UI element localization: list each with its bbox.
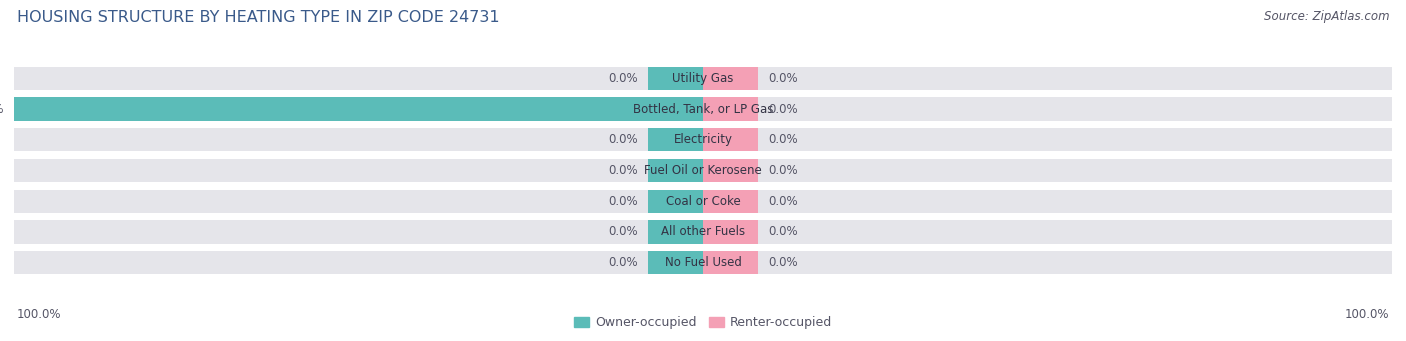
Text: 0.0%: 0.0% <box>607 164 637 177</box>
Bar <box>703 190 758 213</box>
Bar <box>648 220 703 243</box>
Bar <box>14 67 1392 90</box>
Text: Utility Gas: Utility Gas <box>672 72 734 85</box>
Text: 0.0%: 0.0% <box>769 164 799 177</box>
Bar <box>14 190 1392 213</box>
Text: 100.0%: 100.0% <box>0 103 4 116</box>
Bar <box>648 251 703 274</box>
Text: 100.0%: 100.0% <box>17 308 62 321</box>
Bar <box>648 190 703 213</box>
Bar <box>14 128 1392 151</box>
Bar <box>648 128 703 151</box>
Bar <box>703 251 758 274</box>
Bar <box>14 159 1392 182</box>
Text: No Fuel Used: No Fuel Used <box>665 256 741 269</box>
Bar <box>648 67 703 90</box>
Text: 0.0%: 0.0% <box>607 133 637 146</box>
Text: 0.0%: 0.0% <box>607 195 637 208</box>
Text: Source: ZipAtlas.com: Source: ZipAtlas.com <box>1264 10 1389 23</box>
Text: Electricity: Electricity <box>673 133 733 146</box>
Bar <box>14 251 1392 274</box>
Text: 0.0%: 0.0% <box>769 72 799 85</box>
Bar <box>648 159 703 182</box>
Bar <box>14 98 1392 121</box>
Text: 100.0%: 100.0% <box>1344 308 1389 321</box>
Bar <box>703 128 758 151</box>
Bar <box>703 98 758 121</box>
Bar <box>703 67 758 90</box>
Text: 0.0%: 0.0% <box>769 256 799 269</box>
Text: 0.0%: 0.0% <box>607 256 637 269</box>
Text: Bottled, Tank, or LP Gas: Bottled, Tank, or LP Gas <box>633 103 773 116</box>
Bar <box>14 98 703 121</box>
Text: 0.0%: 0.0% <box>769 133 799 146</box>
Text: 0.0%: 0.0% <box>769 225 799 238</box>
Text: Coal or Coke: Coal or Coke <box>665 195 741 208</box>
Legend: Owner-occupied, Renter-occupied: Owner-occupied, Renter-occupied <box>568 311 838 335</box>
Text: 0.0%: 0.0% <box>607 72 637 85</box>
Text: 0.0%: 0.0% <box>607 225 637 238</box>
Text: Fuel Oil or Kerosene: Fuel Oil or Kerosene <box>644 164 762 177</box>
Bar <box>14 220 1392 243</box>
Bar <box>703 220 758 243</box>
Text: All other Fuels: All other Fuels <box>661 225 745 238</box>
Text: 0.0%: 0.0% <box>769 195 799 208</box>
Text: HOUSING STRUCTURE BY HEATING TYPE IN ZIP CODE 24731: HOUSING STRUCTURE BY HEATING TYPE IN ZIP… <box>17 10 499 25</box>
Bar <box>703 159 758 182</box>
Text: 0.0%: 0.0% <box>769 103 799 116</box>
